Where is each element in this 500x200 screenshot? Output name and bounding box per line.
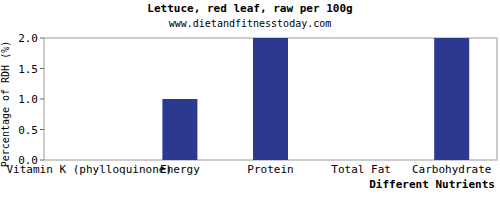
- y-tick: [40, 38, 44, 39]
- y-tick-label: 0.5: [18, 124, 38, 137]
- bar: [434, 38, 469, 160]
- bar: [162, 99, 197, 160]
- plot-frame: [44, 38, 497, 160]
- x-axis-label: Different Nutrients: [369, 178, 495, 191]
- subtitle: www.dietandfitnesstoday.com: [169, 18, 332, 29]
- x-tick-label: Vitamin K (phylloquinone): [7, 163, 173, 176]
- y-tick: [40, 68, 44, 69]
- y-tick-label: 1.5: [18, 63, 38, 76]
- y-tick: [40, 99, 44, 100]
- y-tick-label: 2.0: [18, 32, 38, 45]
- x-tick-label: Carbohydrate: [412, 163, 491, 176]
- x-tick-label: Protein: [247, 163, 293, 176]
- chart-svg: Lettuce, red leaf, raw per 100g www.dieta…: [0, 0, 500, 200]
- bar: [344, 160, 379, 161]
- y-tick: [40, 160, 44, 161]
- y-axis-label: Percentage of RDH (%): [0, 41, 11, 167]
- x-tick-label: Energy: [160, 163, 200, 176]
- title: Lettuce, red leaf, raw per 100g: [147, 2, 352, 15]
- bar: [253, 38, 288, 160]
- chart-container: Lettuce, red leaf, raw per 100g www.dieta…: [0, 0, 500, 200]
- y-tick: [40, 129, 44, 130]
- y-tick-label: 1.0: [18, 93, 38, 106]
- bars: [162, 38, 469, 160]
- bar: [72, 160, 107, 161]
- x-tick-label: Total Fat: [331, 163, 391, 176]
